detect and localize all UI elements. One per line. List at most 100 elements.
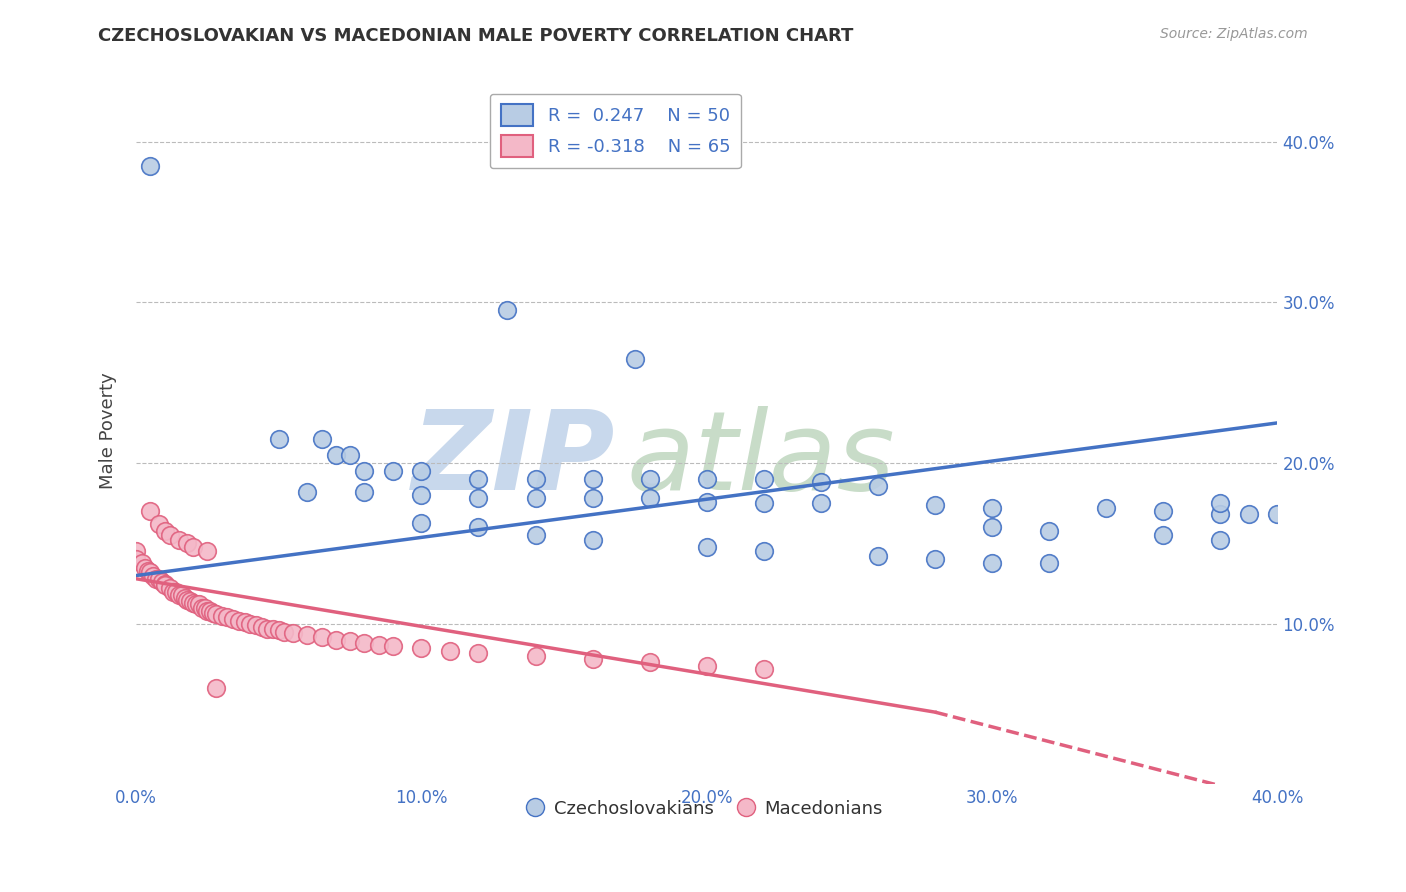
Point [339, 448, 361, 462]
Point [190, 600, 212, 615]
Point [467, 520, 489, 534]
Point [250, 620, 273, 634]
Point [267, 623, 290, 637]
Point [467, 472, 489, 486]
Point [245, 618, 267, 632]
Point [924, 498, 946, 512]
Point [176, 592, 198, 607]
Point [353, 636, 375, 650]
Point [176, 536, 198, 550]
Point [202, 606, 225, 620]
Point [311, 432, 333, 446]
Point [1038, 556, 1060, 570]
Point [367, 638, 389, 652]
Point [153, 524, 176, 538]
Text: Source: ZipAtlas.com: Source: ZipAtlas.com [1160, 27, 1308, 41]
Point [524, 528, 547, 542]
Point [170, 588, 193, 602]
Point [624, 351, 647, 366]
Point [696, 658, 718, 673]
Point [752, 472, 775, 486]
Point [239, 616, 262, 631]
Point [197, 604, 219, 618]
Point [256, 622, 278, 636]
Point [222, 612, 245, 626]
Point [134, 560, 156, 574]
Text: atlas: atlas [627, 406, 896, 513]
Point [1237, 508, 1260, 522]
Point [411, 488, 433, 502]
Point [467, 646, 489, 660]
Point [125, 552, 148, 566]
Text: CZECHOSLOVAKIAN VS MACEDONIAN MALE POVERTY CORRELATION CHART: CZECHOSLOVAKIAN VS MACEDONIAN MALE POVER… [98, 27, 853, 45]
Point [696, 540, 718, 554]
Point [139, 504, 162, 518]
Y-axis label: Male Poverty: Male Poverty [100, 373, 117, 490]
Point [981, 556, 1004, 570]
Point [273, 624, 295, 639]
Point [866, 478, 889, 492]
Point [524, 491, 547, 506]
Point [810, 496, 832, 510]
Point [200, 604, 222, 618]
Point [136, 564, 159, 578]
Point [581, 491, 603, 506]
Point [167, 588, 190, 602]
Point [581, 652, 603, 666]
Point [752, 496, 775, 510]
Point [325, 448, 347, 462]
Point [381, 464, 404, 478]
Point [181, 540, 204, 554]
Point [153, 578, 176, 592]
Point [181, 596, 204, 610]
Point [165, 584, 187, 599]
Point [981, 520, 1004, 534]
Point [184, 598, 207, 612]
Point [142, 568, 165, 582]
Point [281, 626, 304, 640]
Point [467, 491, 489, 506]
Point [1209, 496, 1232, 510]
Point [173, 591, 195, 605]
Point [159, 528, 181, 542]
Point [581, 472, 603, 486]
Point [581, 533, 603, 548]
Point [496, 303, 519, 318]
Point [924, 552, 946, 566]
Point [1209, 533, 1232, 548]
Point [1038, 524, 1060, 538]
Point [752, 662, 775, 676]
Point [325, 632, 347, 647]
Point [866, 549, 889, 564]
Point [217, 610, 239, 624]
Point [197, 544, 219, 558]
Point [752, 544, 775, 558]
Point [145, 572, 167, 586]
Point [411, 516, 433, 530]
Point [1152, 528, 1174, 542]
Point [810, 475, 832, 490]
Point [205, 681, 228, 695]
Legend: Czechoslovakians, Macedonians: Czechoslovakians, Macedonians [523, 792, 890, 825]
Point [179, 594, 201, 608]
Point [311, 630, 333, 644]
Point [381, 639, 404, 653]
Point [150, 574, 173, 589]
Point [162, 584, 184, 599]
Point [638, 472, 661, 486]
Point [205, 607, 228, 621]
Point [1267, 508, 1289, 522]
Point [297, 628, 319, 642]
Point [1209, 508, 1232, 522]
Point [439, 644, 461, 658]
Point [125, 544, 148, 558]
Point [159, 582, 181, 596]
Point [297, 485, 319, 500]
Point [139, 159, 162, 173]
Text: ZIP: ZIP [412, 406, 616, 513]
Point [638, 656, 661, 670]
Point [153, 576, 176, 591]
Point [696, 472, 718, 486]
Point [524, 648, 547, 663]
Point [696, 494, 718, 508]
